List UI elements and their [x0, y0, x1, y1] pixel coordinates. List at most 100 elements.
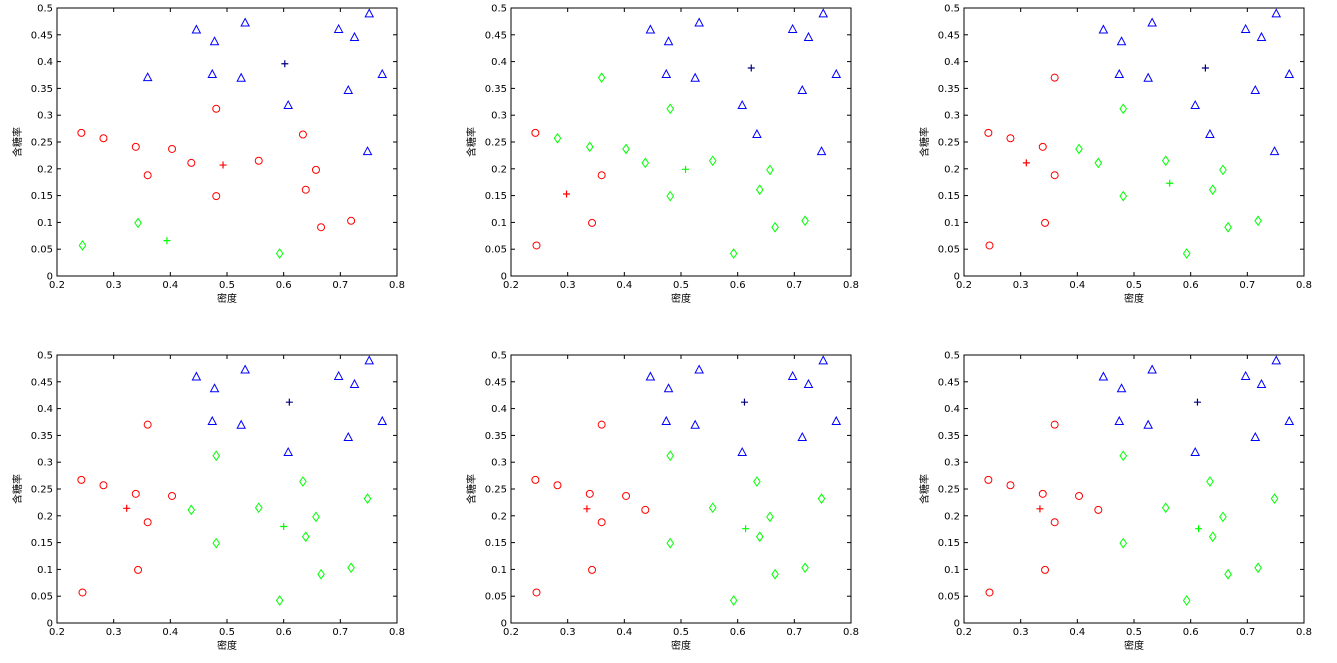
y-tick-label: 0	[47, 272, 53, 283]
x-tick-label: 0.8	[843, 627, 859, 638]
y-tick-label: 0.45	[485, 377, 507, 388]
subplot-1: 0.2 0.3 0.4 0.5 0.6 0.7 0.8 0 0.05 0.1 0.15 0.2 0.25…	[11, 4, 405, 306]
y-tick-label: 0.05	[938, 592, 960, 603]
point-triangle	[1240, 370, 1251, 380]
point-circle	[984, 475, 993, 484]
x-tick-label: 0.6	[276, 280, 292, 291]
point-triangle	[1143, 72, 1153, 82]
point-triangle	[818, 355, 829, 365]
point-triangle	[690, 72, 701, 82]
y-tick-label: 0.15	[485, 191, 507, 202]
point-triangle	[803, 31, 814, 41]
point-triangle	[191, 24, 202, 34]
x-axis-label: 密度	[1124, 639, 1144, 652]
point-triangle	[343, 431, 354, 442]
point-diamond	[817, 493, 826, 505]
point-triangle	[207, 68, 218, 78]
point-diamond	[299, 476, 307, 487]
point-triangle	[1116, 36, 1127, 46]
y-tick-label: 0.25	[31, 485, 53, 496]
point-circle	[553, 481, 562, 490]
y-tick-label: 0.25	[938, 485, 960, 496]
point-diamond	[597, 72, 606, 84]
y-tick-label: 0.3	[944, 458, 960, 469]
centroid-plus	[1195, 525, 1203, 533]
y-tick-label: 0.5	[944, 351, 960, 362]
point-triangle	[1271, 8, 1282, 18]
point-circle	[77, 128, 86, 137]
plot-area	[510, 354, 852, 624]
y-tick-label: 0.4	[37, 57, 53, 68]
x-tick-label: 0.3	[106, 280, 122, 291]
x-tick-label: 0.7	[786, 280, 802, 291]
point-triangle	[818, 8, 829, 18]
y-tick-label: 0.4	[944, 57, 960, 68]
x-tick-label: 0.8	[1296, 280, 1312, 291]
x-tick-label: 0.4	[616, 627, 632, 638]
point-triangle	[349, 31, 360, 41]
point-diamond	[1219, 511, 1227, 523]
point-circle	[212, 192, 221, 201]
point-diamond	[1119, 537, 1128, 549]
centroid-plus	[740, 398, 748, 406]
y-tick-label: 0	[47, 619, 53, 630]
point-triangle	[694, 17, 704, 27]
centroid-plus	[583, 505, 591, 513]
x-tick-label: 0.5	[673, 627, 689, 638]
y-tick-label: 0.45	[938, 377, 960, 388]
y-tick-label: 0.1	[37, 565, 53, 576]
centroid-plus	[219, 161, 227, 169]
point-diamond	[771, 221, 779, 233]
point-triangle	[661, 68, 672, 78]
point-triangle	[191, 371, 202, 381]
x-tick-label: 0.3	[1013, 280, 1029, 291]
point-diamond	[1161, 502, 1170, 514]
y-tick-label: 0.15	[485, 538, 507, 549]
point-diamond	[755, 184, 764, 196]
point-diamond	[755, 531, 764, 543]
x-axis-label: 密度	[671, 292, 691, 305]
y-tick-label: 0.15	[938, 538, 960, 549]
y-tick-label: 0	[954, 272, 960, 283]
x-axis-label: 密度	[217, 639, 237, 652]
point-diamond	[1119, 103, 1128, 115]
x-tick-label: 0.4	[162, 627, 178, 638]
x-tick-label: 0.7	[1239, 627, 1255, 638]
point-circle	[168, 144, 177, 153]
y-axis-label: 含糖率	[465, 127, 478, 157]
point-triangle	[1256, 378, 1267, 388]
y-tick-label: 0.45	[31, 377, 53, 388]
centroid-plus	[163, 237, 171, 245]
point-diamond	[1208, 184, 1217, 196]
point-circle	[532, 241, 541, 250]
point-diamond	[729, 595, 738, 606]
point-circle	[168, 491, 177, 500]
point-diamond	[187, 504, 196, 516]
x-tick-label: 0.7	[786, 627, 802, 638]
point-diamond	[729, 248, 738, 259]
point-diamond	[212, 450, 221, 462]
point-circle	[1094, 505, 1103, 514]
point-diamond	[708, 155, 717, 167]
y-tick-label: 0.45	[485, 30, 507, 41]
y-tick-label: 0.2	[944, 164, 960, 175]
subplot-4: 0.2 0.3 0.4 0.5 0.6 0.7 0.8 0 0.05 0.1 0.15 0.2 0.25…	[11, 351, 405, 653]
point-circle	[301, 185, 310, 194]
x-tick-label: 0.6	[1183, 280, 1199, 291]
y-tick-label: 0.1	[944, 565, 960, 576]
y-tick-label: 0.4	[944, 404, 960, 415]
x-tick-label: 0.8	[843, 280, 859, 291]
centroid-plus	[280, 523, 288, 531]
y-tick-label: 0.4	[491, 57, 507, 68]
point-triangle	[377, 415, 388, 425]
x-tick-label: 0.3	[1013, 627, 1029, 638]
point-circle	[1041, 218, 1050, 227]
point-circle	[531, 128, 540, 137]
point-diamond	[317, 568, 325, 580]
point-triangle	[1240, 23, 1251, 33]
y-tick-label: 0.25	[485, 138, 507, 149]
x-axis-label: 密度	[217, 292, 237, 305]
point-circle	[588, 218, 597, 227]
point-diamond	[1254, 215, 1262, 227]
point-triangle	[236, 72, 247, 82]
